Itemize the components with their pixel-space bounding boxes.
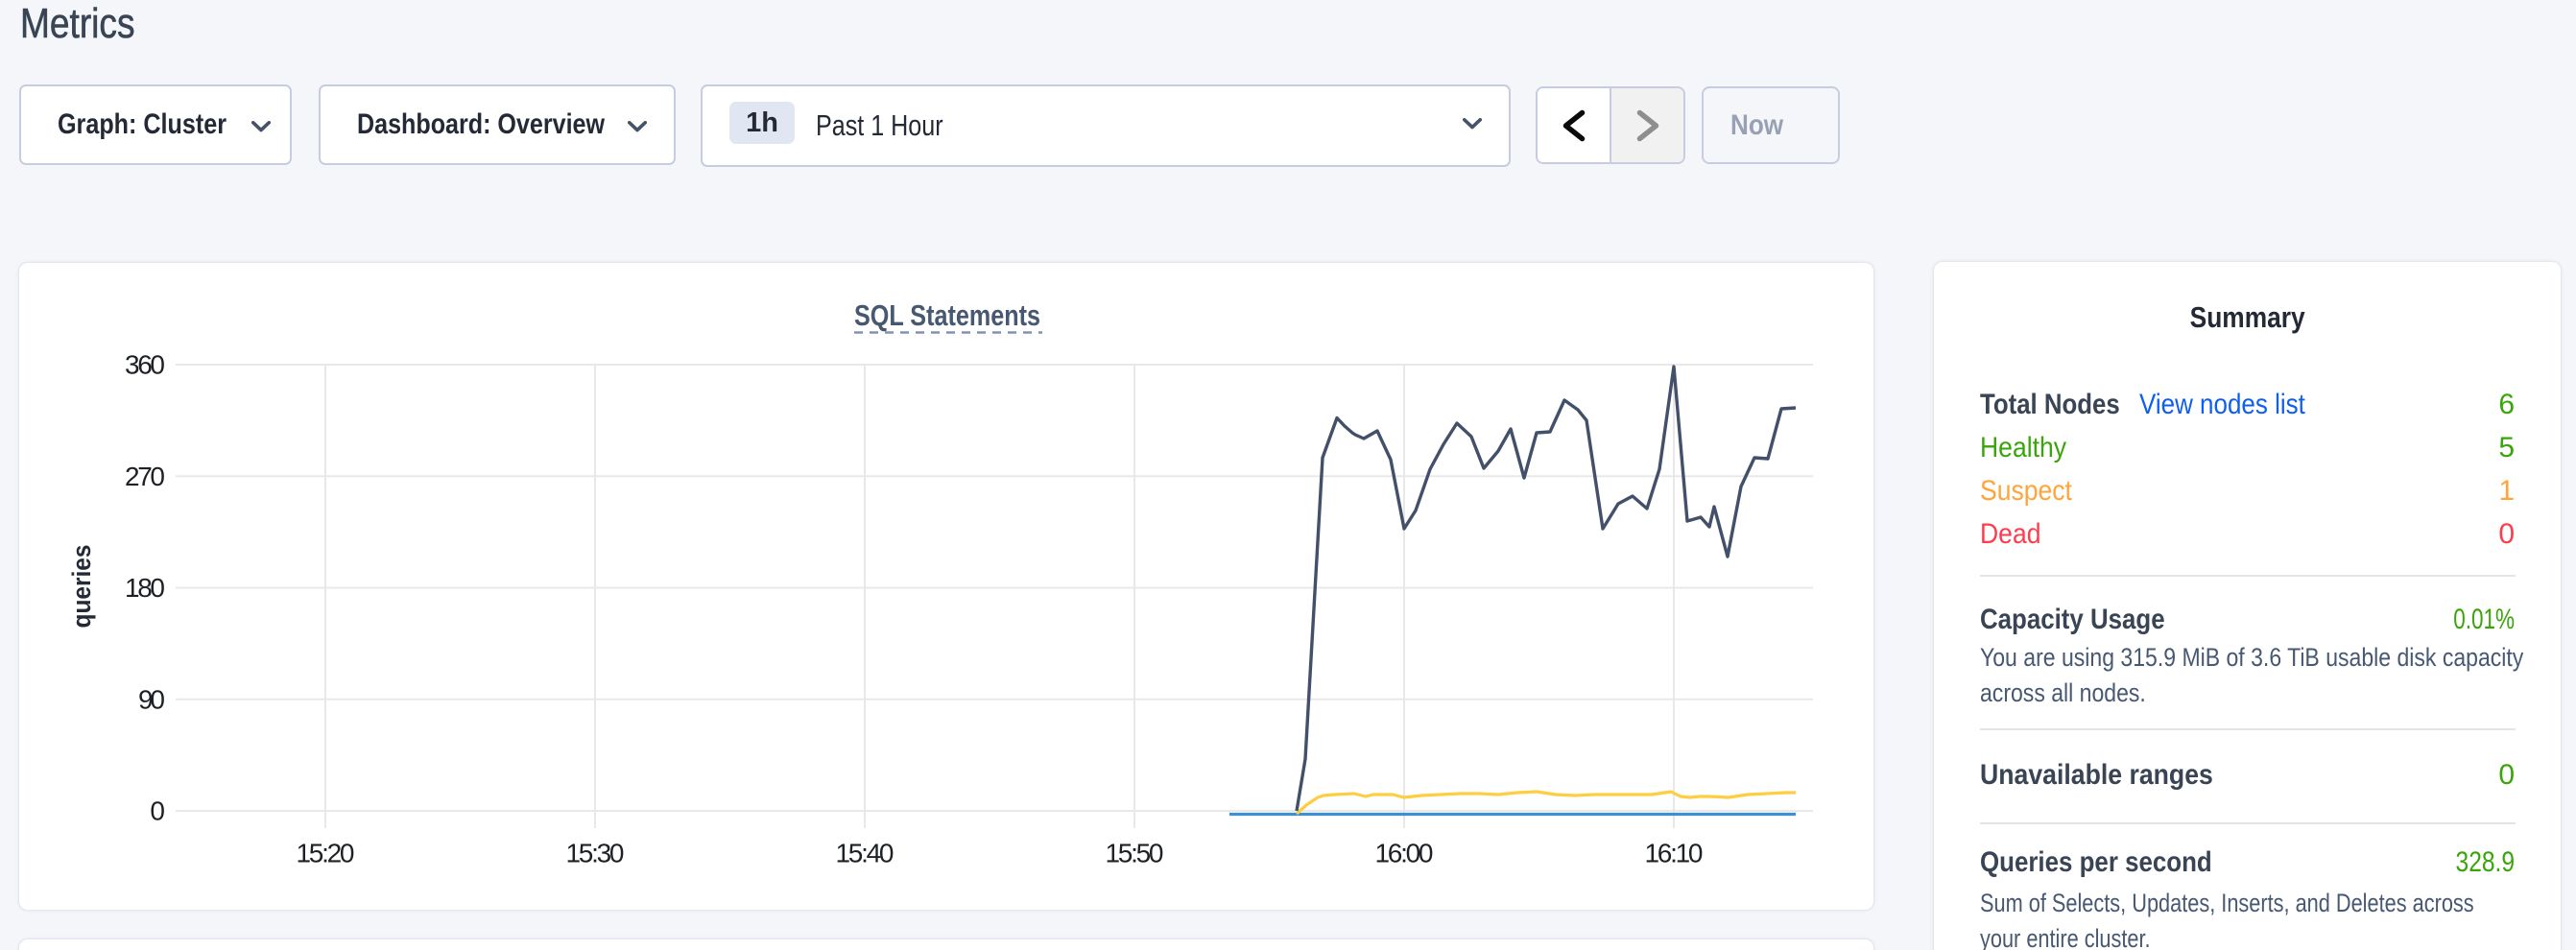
svg-text:15:30: 15:30 [566, 839, 625, 868]
svg-text:180: 180 [125, 573, 165, 603]
svg-text:90: 90 [138, 684, 165, 714]
svg-text:SQL Statements: SQL Statements [854, 298, 1040, 332]
svg-text:15:20: 15:20 [297, 839, 355, 868]
svg-text:queries: queries [67, 545, 96, 629]
svg-text:360: 360 [125, 350, 165, 380]
svg-text:16:10: 16:10 [1645, 839, 1704, 868]
svg-text:0: 0 [150, 796, 165, 826]
svg-text:15:40: 15:40 [836, 839, 894, 868]
svg-text:270: 270 [125, 462, 165, 491]
svg-text:15:50: 15:50 [1106, 839, 1164, 868]
svg-text:16:00: 16:00 [1375, 839, 1434, 868]
